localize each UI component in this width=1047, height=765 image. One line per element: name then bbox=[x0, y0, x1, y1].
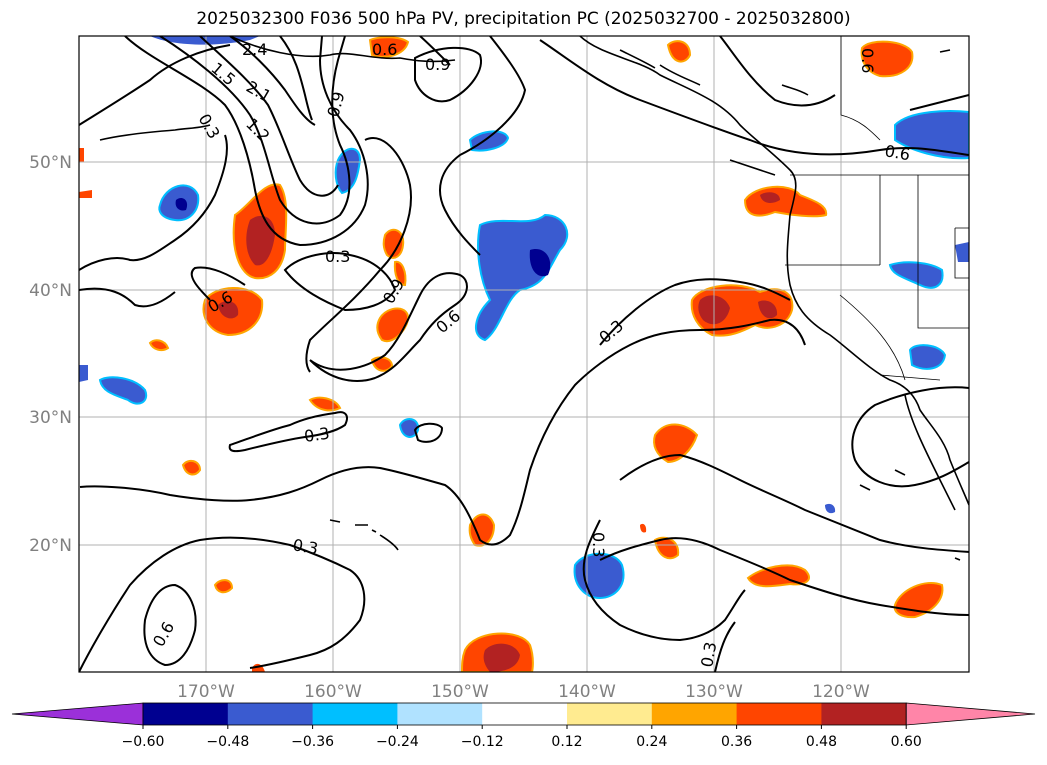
contour-label: 0.3 bbox=[325, 247, 350, 266]
colorbar: −0.60 −0.48 −0.36 −0.24 −0.12 0.12 0.24 0.36 0.4… bbox=[11, 702, 1036, 750]
lon-label: 150°W bbox=[431, 682, 489, 702]
lat-label: 20°N bbox=[29, 536, 72, 556]
precip-blob bbox=[653, 536, 680, 560]
precip-blob bbox=[908, 344, 947, 370]
colorbar-extend-high bbox=[905, 702, 1036, 726]
precip-blob bbox=[640, 523, 647, 533]
precip-blob bbox=[98, 376, 148, 405]
colorbar-tick-label: 0.12 bbox=[551, 734, 582, 750]
precip-blob bbox=[468, 130, 510, 152]
precip-blob bbox=[653, 423, 699, 464]
map-title: 2025032300 F036 500 hPa PV, precipitatio… bbox=[196, 9, 851, 29]
precip-blob bbox=[213, 579, 234, 594]
colorbar-swatch bbox=[143, 703, 229, 725]
precip-blob bbox=[368, 36, 410, 58]
borders bbox=[785, 36, 969, 381]
colorbar-tick-label: 0.36 bbox=[721, 734, 752, 750]
colorbar-frame bbox=[142, 702, 907, 726]
lon-label: 130°W bbox=[685, 682, 743, 702]
precip-blob bbox=[79, 148, 84, 162]
colorbar-swatch bbox=[651, 703, 738, 725]
graticule bbox=[79, 36, 969, 672]
colorbar-swatch bbox=[397, 703, 483, 725]
lon-labels: 170°W 160°W 150°W 140°W 130°W 120°W bbox=[177, 682, 870, 702]
colorbar-swatch bbox=[227, 703, 314, 725]
colorbar-tick-label: −0.48 bbox=[206, 734, 249, 750]
precip-fills bbox=[79, 36, 969, 672]
colorbar-tick-label: −0.36 bbox=[291, 734, 334, 750]
contour-label: 2.4 bbox=[242, 40, 267, 59]
contour-label: 0.6 bbox=[883, 141, 911, 164]
colorbar-swatch bbox=[567, 703, 653, 725]
lon-label: 140°W bbox=[558, 682, 616, 702]
precip-blob bbox=[382, 228, 405, 259]
lon-label: 120°W bbox=[812, 682, 870, 702]
lon-label: 170°W bbox=[177, 682, 235, 702]
colorbar-swatch bbox=[482, 703, 568, 725]
precip-blob bbox=[894, 110, 969, 160]
colorbar-swatch bbox=[821, 703, 907, 725]
lat-label: 40°N bbox=[29, 281, 72, 301]
precip-blob bbox=[825, 503, 836, 514]
contour-label: 0.6 bbox=[372, 40, 397, 59]
coastlines bbox=[99, 36, 969, 561]
precip-blob-core bbox=[760, 192, 780, 203]
colorbar-tick-label: −0.24 bbox=[376, 734, 419, 750]
lat-label: 50°N bbox=[29, 153, 72, 173]
precip-blob-core bbox=[246, 215, 275, 266]
colorbar-tick-label: 0.48 bbox=[806, 734, 837, 750]
colorbar-tick-label: −0.12 bbox=[461, 734, 504, 750]
contour-label: 0.3 bbox=[303, 424, 331, 446]
precip-blob-core bbox=[218, 301, 239, 319]
precip-blob bbox=[181, 459, 202, 476]
precip-blob bbox=[888, 261, 944, 289]
lat-label: 30°N bbox=[29, 408, 72, 428]
lat-labels: 50°N 40°N 30°N 20°N bbox=[29, 153, 72, 556]
precip-blob bbox=[148, 339, 170, 352]
colorbar-tick-label: 0.60 bbox=[891, 734, 922, 750]
precip-blob bbox=[573, 552, 625, 600]
map-frame bbox=[78, 35, 970, 673]
colorbar-extend-low bbox=[11, 702, 144, 726]
contour-label: 0.9 bbox=[425, 55, 450, 74]
colorbar-swatch bbox=[312, 703, 398, 725]
colorbar-tick-label: 0.24 bbox=[636, 734, 667, 750]
precip-blob-core bbox=[758, 300, 778, 319]
precip-blob bbox=[393, 260, 407, 287]
lon-label: 160°W bbox=[304, 682, 362, 702]
precip-blob bbox=[468, 513, 496, 547]
precip-blob bbox=[860, 40, 914, 78]
contour-label: 0.3 bbox=[697, 640, 720, 668]
precip-blob-core bbox=[483, 643, 520, 672]
contour-label: 0.6 bbox=[858, 48, 877, 73]
precip-blob bbox=[79, 190, 92, 198]
colorbar-swatch bbox=[736, 703, 822, 725]
precip-blob bbox=[79, 365, 88, 382]
precip-blob bbox=[666, 40, 692, 63]
precip-blob-core bbox=[529, 249, 551, 277]
precip-blob-core bbox=[175, 198, 188, 211]
pv-contours bbox=[79, 36, 969, 672]
precip-blob bbox=[955, 242, 969, 262]
contour-label: 0.3 bbox=[589, 532, 608, 557]
contour-label: 0.3 bbox=[291, 535, 319, 558]
colorbar-tick-label: −0.60 bbox=[122, 734, 165, 750]
precip-blob bbox=[398, 418, 420, 438]
